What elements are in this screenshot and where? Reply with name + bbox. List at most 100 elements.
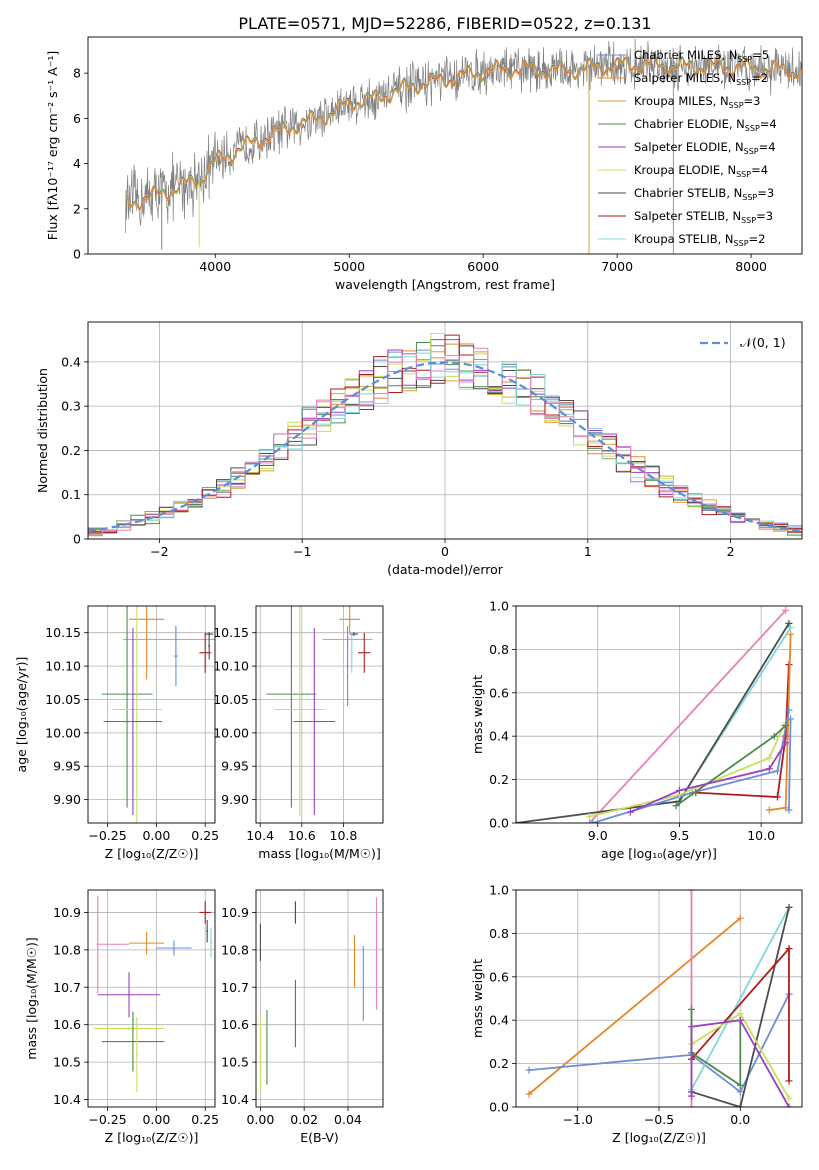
y-axis-label: Flux [fλ10⁻¹⁷ erg cm⁻² s⁻¹ A⁻¹] (45, 51, 60, 240)
weight-marker (773, 793, 781, 801)
y-tick-label: 10.00 (45, 725, 81, 740)
y-axis-label: age [log₁₀(age/yr)] (14, 657, 29, 773)
axes-frame (87, 605, 216, 824)
weight-marker (736, 1016, 744, 1024)
y-tick-label: 10.6 (221, 1017, 249, 1032)
x-tick-label: 0.00 (142, 1112, 170, 1127)
weight-line-salpeter_elodie (690, 1019, 790, 1107)
x-tick-label: −0.25 (88, 828, 126, 843)
weight-line-pink (588, 609, 787, 823)
weight-marker (785, 806, 793, 814)
weight-line-salpeter_elodie (630, 742, 787, 813)
weight-marker (785, 1103, 793, 1107)
plot-area-weight_age (516, 606, 795, 823)
y-tick-label: 9.95 (221, 759, 249, 774)
x-tick-label: 0.25 (191, 1112, 219, 1127)
x-tick-label: 0.04 (334, 1112, 362, 1127)
weight-line-chabrier_miles (788, 718, 792, 811)
y-tick-label: 2 (73, 201, 81, 216)
x-tick-label: −0.5 (644, 1112, 674, 1127)
x-axis-label: mass [log₁₀(M/M☉)] (258, 846, 380, 861)
y-tick-label: 10.15 (45, 625, 81, 640)
y-tick-label: 10.4 (221, 1092, 249, 1107)
x-axis-label: Z [log₁₀(Z/Z☉)] (105, 846, 199, 861)
weight-marker (586, 812, 594, 820)
y-tick-label: 10.00 (213, 725, 249, 740)
weight-marker (785, 706, 793, 714)
x-tick-label: −2 (150, 544, 168, 559)
y-tick-label: 10.9 (221, 905, 249, 920)
model-spectrum-kroupa_stelib (125, 54, 802, 209)
model-spectrum-salpeter_stelib (125, 54, 802, 209)
weight-marker (736, 914, 744, 922)
x-axis-label: age [log₁₀(age/yr)] (601, 846, 717, 861)
y-tick-label: 10.7 (221, 980, 249, 995)
model-spectrum-salpeter_miles (125, 56, 802, 211)
y-tick-label: 0.0 (489, 816, 509, 831)
x-axis-label: (data-model)/error (387, 562, 504, 577)
weight-marker (688, 1092, 695, 1100)
plot-area-mass_ebv (259, 897, 377, 1093)
weight-marker (626, 808, 634, 816)
y-tick-label: 10.7 (53, 980, 81, 995)
weight-marker (787, 715, 795, 723)
x-tick-label: 0.00 (142, 828, 170, 843)
panel-mass_z: −0.25 0.00 0.25 10.4 10.5 10.6 10.7 10.8 10.9 Z [… (24, 889, 219, 1145)
weight-marker (672, 802, 680, 810)
y-tick-label: 0.4 (61, 354, 81, 369)
x-tick-label: 2 (727, 544, 735, 559)
legend-entry: Chabrier STELIB, NSSP=3 (634, 186, 774, 202)
weight-marker (525, 1090, 533, 1098)
axes-frame (87, 889, 216, 1108)
y-tick-label: 10.9 (53, 905, 81, 920)
plot-area-spectrum (125, 38, 802, 254)
weight-marker (688, 1103, 695, 1107)
weight-marker (586, 819, 594, 823)
model-spectrum-kroupa_elodie (125, 55, 802, 210)
y-axis-label: mass [log₁₀(M/M☉)] (24, 937, 39, 1059)
x-tick-label: 7000 (601, 259, 633, 274)
legend-entry: Chabrier ELODIE, NSSP=4 (634, 117, 777, 133)
figure-title: PLATE=0571, MJD=52286, FIBERID=0522, z=0… (238, 14, 651, 33)
weight-marker (785, 619, 793, 627)
x-tick-label: 0.25 (191, 828, 219, 843)
x-tick-label: 10.4 (246, 828, 274, 843)
axes-frame (87, 36, 803, 255)
weight-marker (773, 767, 781, 775)
weight-marker (688, 890, 695, 894)
y-tick-label: 1.0 (489, 599, 509, 614)
panel-age_mass: 10.4 10.6 10.8 9.90 9.95 10.00 10.05 10.10 10.15… (213, 605, 384, 861)
weight-marker (787, 624, 795, 632)
x-tick-label: 9.0 (588, 828, 608, 843)
legend-entry: Kroupa STELIB, NSSP=2 (634, 232, 765, 248)
weight-marker (785, 903, 793, 911)
y-tick-label: 6 (73, 111, 81, 126)
y-tick-label: 0 (73, 247, 81, 262)
x-tick-label: 9.5 (669, 828, 689, 843)
axes-frame (515, 605, 803, 824)
y-tick-label: 10.05 (45, 692, 81, 707)
y-tick-label: 0.6 (489, 969, 509, 984)
plot-area-age_z (101, 606, 215, 823)
x-tick-label: −1 (293, 544, 311, 559)
weight-line-kroupa_elodie (589, 725, 785, 818)
weight-marker (736, 1010, 744, 1018)
data-spectrum (125, 38, 802, 234)
x-axis-label: Z [log₁₀(Z/Z☉)] (612, 1130, 706, 1145)
weight-marker (736, 1081, 744, 1089)
x-tick-label: 5000 (333, 259, 365, 274)
panel-age_z: −0.25 0.00 0.25 9.90 9.95 10.00 10.05 10.10 10.1… (14, 605, 219, 861)
y-axis-label: Normed distribution (35, 368, 50, 493)
axes-frame (255, 605, 384, 824)
weight-marker (736, 1103, 744, 1107)
y-tick-label: 8 (73, 66, 81, 81)
x-tick-label: 0.0 (730, 1112, 750, 1127)
weight-marker (765, 765, 773, 773)
y-tick-label: 10.10 (45, 659, 81, 674)
y-tick-label: 10.10 (213, 659, 249, 674)
weight-line-chabrier_miles (528, 993, 790, 1094)
y-tick-label: 0.2 (61, 443, 81, 458)
weight-marker (765, 754, 773, 762)
x-axis-label: E(B-V) (300, 1130, 339, 1145)
